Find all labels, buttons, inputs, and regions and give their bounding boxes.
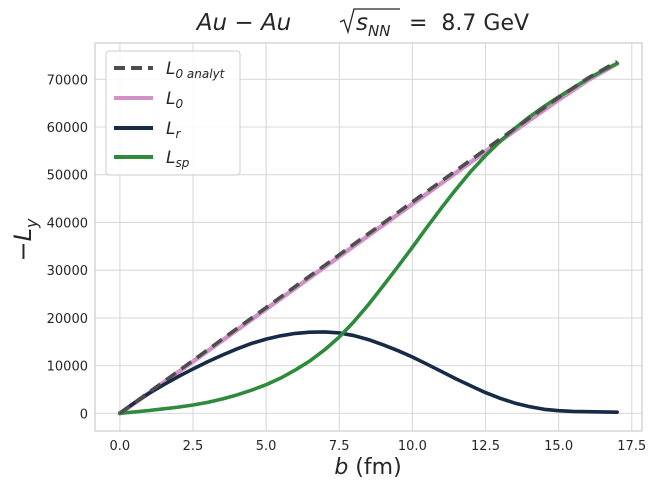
x-axis-label-unit: (fm) (348, 455, 401, 480)
x-tick-label: 2.5 (183, 439, 204, 454)
series-line-lsp (118, 61, 619, 416)
legend-sub-lr: r (175, 127, 181, 141)
x-axis-label-var: b (334, 455, 348, 480)
y-tick-label: 60000 (47, 121, 88, 136)
legend-label-lsp: L (166, 148, 175, 168)
legend-label-lr: L (166, 119, 175, 139)
svg-text:−Ly: −Ly (9, 218, 41, 261)
legend-sub-lsp: sp (175, 156, 189, 170)
svg-text:L0 analyt: L0 analyt (166, 59, 226, 81)
svg-text:Lr: Lr (166, 119, 181, 141)
sqrt-symbol (339, 8, 400, 35)
x-tick-label: 7.5 (329, 439, 350, 454)
y-tick-label: 70000 (47, 73, 88, 88)
svg-text:sNN: sNN (356, 10, 390, 40)
title-sub: NN (368, 22, 390, 40)
x-tick-labels: 0.0 2.5 5.0 7.5 10.0 12.5 15.0 17.5 (110, 439, 647, 454)
legend-label-l0: L (166, 89, 175, 109)
svg-text:Lsp: Lsp (166, 148, 190, 170)
plot-frame (94, 42, 643, 432)
x-tick-label: 12.5 (471, 439, 500, 454)
y-axis-label-sub: y (22, 218, 41, 229)
y-tick-label: 30000 (47, 264, 88, 279)
y-tick-label: 40000 (47, 216, 88, 231)
series-group (117, 60, 620, 416)
y-axis-label: −L (9, 228, 37, 261)
svg-text:L0: L0 (166, 89, 183, 111)
x-tick-label: 0.0 (110, 439, 131, 454)
y-tick-label: 0 (80, 407, 88, 422)
chart-title-left: Au − Au (195, 10, 292, 36)
y-tick-label: 50000 (47, 169, 88, 184)
title-s: s (356, 10, 368, 36)
x-tick-label: 10.0 (398, 439, 427, 454)
title-value: = 8.7 GeV (402, 11, 529, 36)
series-line-lr (118, 330, 619, 416)
legend-box (105, 50, 241, 176)
x-tick-label: 5.0 (256, 439, 277, 454)
chart-title-sqrt: sNN = 8.7 GeV (339, 8, 529, 40)
y-tick-label: 10000 (47, 360, 88, 375)
series-line-l0-analyt (118, 60, 619, 415)
legend: L0 analyt L0 Lr Lsp (105, 50, 241, 176)
svg-text:b (fm): b (fm) (334, 455, 401, 480)
x-tick-label: 17.5 (617, 439, 646, 454)
legend-sub-l0-analyt: 0 analyt (175, 67, 225, 81)
legend-sub-l0: 0 (175, 97, 183, 111)
y-tick-label: 20000 (47, 312, 88, 327)
x-tick-label: 15.0 (544, 439, 573, 454)
y-tick-labels: 0 10000 20000 30000 40000 50000 60000 70000 (47, 73, 88, 422)
grid-lines (95, 43, 642, 431)
legend-label-l0-analyt: L (166, 59, 175, 79)
